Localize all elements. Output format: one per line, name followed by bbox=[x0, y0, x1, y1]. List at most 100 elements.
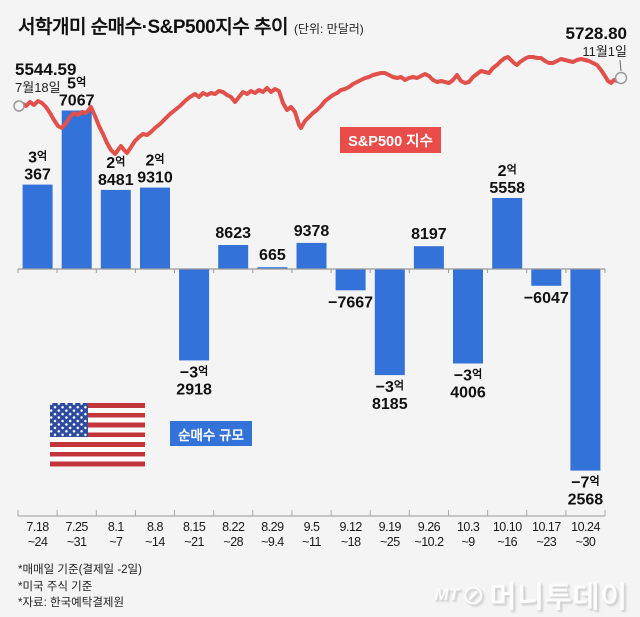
x-axis-label: 7.18 ~24 bbox=[18, 520, 57, 550]
x-label-week-start: 10.17 bbox=[532, 520, 561, 534]
bar-value-label: 8197 bbox=[411, 226, 447, 243]
footnotes: *매매일 기준(결제일 -2일) *미국 주식 기준 *자료: 한국예탁결제원 bbox=[18, 562, 142, 612]
x-label-week-start: 10.3 bbox=[456, 520, 480, 534]
x-axis-label: 9.12 ~18 bbox=[331, 520, 370, 550]
netbuy-bar-legend: 순매수 규모 bbox=[170, 421, 252, 446]
bar-value-label: 8481 bbox=[98, 172, 134, 189]
bar-value-label: −3억 bbox=[454, 368, 482, 385]
x-label-week-end: ~10.2 bbox=[414, 535, 444, 549]
sp500-line bbox=[17, 55, 619, 156]
us-flag-image bbox=[50, 403, 145, 467]
mt-logo-name: 머니투데이 bbox=[489, 582, 628, 614]
net-buy-bar bbox=[570, 269, 601, 471]
x-axis-label: 8.15 ~21 bbox=[175, 520, 214, 550]
net-buy-bar bbox=[453, 269, 483, 364]
title-row: 서학개미 순매수·S&P500지수 추이 (단위: 만달러) bbox=[18, 12, 364, 39]
bar-value-label: −3억 bbox=[180, 364, 208, 381]
net-buy-bar bbox=[335, 269, 366, 291]
mt-logo-mt: MT bbox=[434, 585, 459, 604]
bar-value-label: 8185 bbox=[372, 396, 408, 413]
net-buy-bar bbox=[218, 245, 249, 269]
x-axis-label: 8.22 ~28 bbox=[214, 520, 253, 550]
line-end-annotation: 5728.80 11월1일 bbox=[566, 24, 627, 59]
x-label-week-end: ~16 bbox=[497, 535, 518, 549]
line-start-marker bbox=[13, 100, 25, 112]
x-label-week-end: ~14 bbox=[145, 535, 165, 549]
net-buy-bar bbox=[100, 189, 131, 269]
x-axis-label: 9.5 ~11 bbox=[292, 520, 331, 550]
x-label-week-end: ~31 bbox=[66, 535, 87, 549]
x-label-week-start: 8.22 bbox=[222, 520, 245, 534]
x-label-week-start: 9.5 bbox=[303, 520, 320, 534]
x-axis-label: 10.3 ~9 bbox=[449, 520, 488, 550]
x-axis-label: 10.24 ~30 bbox=[566, 520, 605, 550]
bar-value-label: −3억 bbox=[376, 379, 404, 396]
sp500-end-value: 5728.80 bbox=[565, 24, 627, 43]
footnote-line: *미국 주식 기준 bbox=[18, 580, 93, 593]
us-flag-canton bbox=[50, 403, 88, 438]
sp500-end-date: 11월1일 bbox=[582, 43, 627, 59]
x-label-week-start: 10.10 bbox=[492, 520, 522, 534]
net-buy-bar bbox=[531, 269, 562, 286]
x-label-week-end: ~7 bbox=[109, 535, 123, 549]
net-buy-bar bbox=[257, 267, 288, 269]
bar-value-label: 2918 bbox=[176, 381, 212, 398]
net-buy-bar bbox=[492, 198, 523, 269]
bar-value-label: 665 bbox=[259, 247, 286, 264]
net-buy-bar bbox=[140, 187, 170, 269]
x-label-week-start: 7.25 bbox=[65, 520, 89, 534]
bar-value-label: −6047 bbox=[524, 290, 569, 307]
x-label-week-end: ~18 bbox=[340, 535, 361, 549]
mt-logo: MT ⊘ 머니투데이 bbox=[434, 574, 628, 616]
x-label-week-end: ~24 bbox=[27, 535, 48, 549]
x-axis-label: 7.25 ~31 bbox=[57, 520, 96, 550]
x-label-week-start: 8.8 bbox=[147, 520, 163, 534]
x-label-week-start: 10.24 bbox=[571, 520, 600, 534]
x-label-week-end: ~28 bbox=[223, 535, 244, 549]
x-label-week-end: ~30 bbox=[575, 535, 596, 549]
bar-value-label: 5558 bbox=[489, 180, 525, 197]
sp500-start-value: 5544.59 bbox=[15, 60, 77, 79]
bar-value-label: 7067 bbox=[59, 93, 95, 110]
unit-label: (단위: 만달러) bbox=[293, 22, 364, 36]
bar-value-label: 2568 bbox=[568, 492, 604, 509]
net-buy-bar bbox=[179, 269, 210, 361]
x-label-week-start: 8.1 bbox=[107, 520, 124, 534]
x-label-week-end: ~11 bbox=[302, 535, 321, 549]
x-label-week-end: ~23 bbox=[536, 535, 557, 549]
x-label-week-start: 9.26 bbox=[417, 520, 441, 534]
net-buy-bar bbox=[61, 110, 92, 269]
sp500-line-legend: S&P500 지수 bbox=[340, 127, 441, 153]
end-annotation-leader bbox=[619, 59, 622, 72]
x-label-week-start: 9.12 bbox=[339, 520, 363, 534]
x-axis-label: 8.29 ~9.4 bbox=[253, 520, 292, 550]
line-start-annotation: 5544.59 7월18일 bbox=[15, 60, 76, 95]
x-axis-label: 8.8 ~14 bbox=[135, 520, 174, 550]
bar-value-label: 2억 bbox=[106, 155, 125, 172]
page-title: 서학개미 순매수·S&P500지수 추이 bbox=[18, 17, 288, 38]
bar-value-label: 8623 bbox=[215, 225, 251, 242]
footnote-line: *자료: 한국예탁결제원 bbox=[18, 597, 125, 609]
x-axis-labels: 7.18 ~24 7.25 ~31 8.1 ~7 8.8 ~14 8.15 ~21 8.22 ~28 8… bbox=[18, 520, 605, 550]
bar-value-label: 2억 bbox=[145, 153, 164, 170]
net-buy-bar bbox=[296, 242, 327, 269]
mt-logo-circle-slash-icon: ⊘ bbox=[461, 579, 485, 610]
x-label-week-end: ~21 bbox=[184, 535, 204, 549]
bar-value-label: −7667 bbox=[328, 294, 373, 311]
bar-value-label: 2억 bbox=[498, 163, 517, 180]
bar-value-label: 4006 bbox=[450, 385, 486, 402]
sp500-start-date: 7월18일 bbox=[15, 79, 61, 95]
x-label-week-end: ~9.4 bbox=[261, 535, 284, 549]
footnote-line: *매매일 기준(결제일 -2일) bbox=[18, 564, 142, 576]
line-end-marker bbox=[614, 71, 628, 85]
x-label-week-start: 7.18 bbox=[26, 520, 49, 534]
bar-value-label: 367 bbox=[24, 167, 51, 184]
net-buy-bar bbox=[413, 246, 444, 269]
x-label-week-end: ~25 bbox=[379, 535, 400, 549]
x-label-week-end: ~9 bbox=[461, 535, 475, 549]
x-label-week-start: 8.15 bbox=[182, 520, 206, 534]
x-axis-label: 10.10 ~16 bbox=[488, 520, 527, 550]
x-axis-label: 9.19 ~25 bbox=[370, 520, 409, 550]
